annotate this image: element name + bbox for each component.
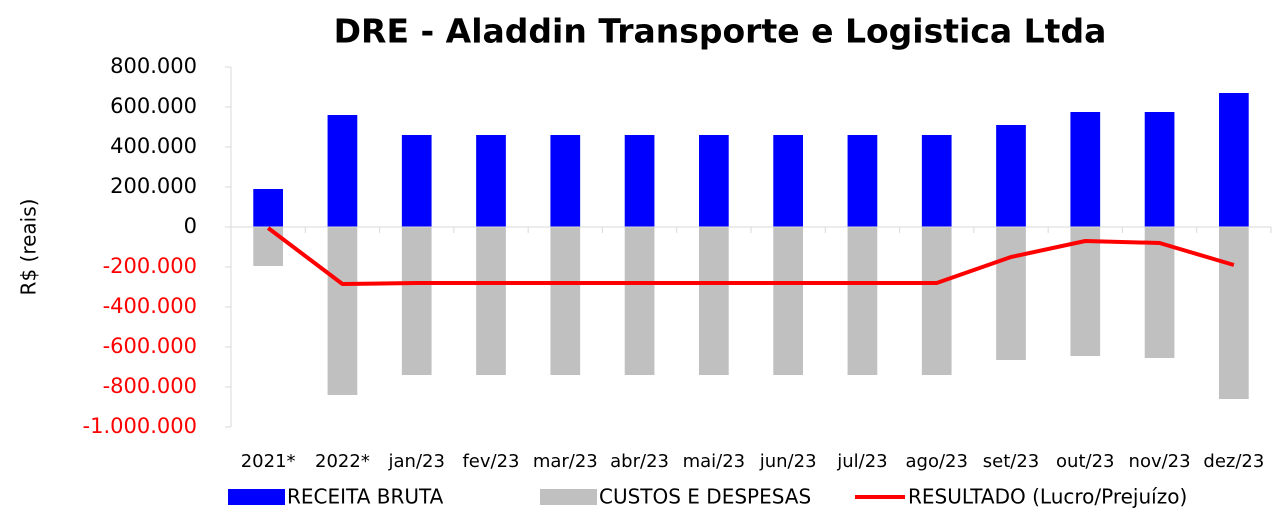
bar [476, 227, 506, 375]
x-tick-label: set/23 [983, 451, 1039, 472]
y-tick-label: 400.000 [110, 134, 197, 158]
bar [1219, 227, 1249, 399]
x-tick-label: jun/23 [759, 451, 817, 472]
legend-swatch [228, 489, 285, 505]
bar [921, 135, 952, 227]
bar [401, 227, 432, 375]
bar [1144, 227, 1175, 358]
y-tick-label: 800.000 [110, 54, 197, 78]
y-tick-label: -600.000 [103, 334, 197, 358]
bar [1144, 112, 1175, 227]
bar [1070, 227, 1101, 356]
x-tick-label: jul/23 [836, 451, 887, 472]
legend-label: RESULTADO (Lucro/Prejuízo) [908, 485, 1187, 509]
bar [847, 135, 878, 227]
bar [253, 189, 283, 227]
legend-label: RECEITA BRUTA [287, 485, 444, 509]
x-tick-label: 2022* [315, 451, 370, 472]
bar [996, 227, 1026, 360]
y-tick-label: -800.000 [103, 374, 197, 398]
x-tick-label: 2021* [241, 451, 296, 472]
x-tick-label: out/23 [1056, 451, 1114, 472]
legend-label: CUSTOS E DESPESAS [599, 485, 811, 509]
bar [327, 227, 358, 395]
bar [253, 227, 283, 266]
x-tick-label: nov/23 [1129, 451, 1191, 472]
line [266, 226, 1235, 286]
x-tick-label: ago/23 [905, 451, 967, 472]
bar [847, 227, 878, 375]
bar [996, 125, 1026, 227]
bar [773, 227, 803, 375]
y-tick-label: -1.000.000 [83, 414, 197, 438]
bar [699, 227, 729, 375]
bar [624, 135, 655, 227]
bar [550, 135, 581, 227]
bar [327, 115, 358, 227]
bar [476, 135, 506, 227]
x-tick-label: fev/23 [462, 451, 519, 472]
y-tick-label: -200.000 [103, 254, 197, 278]
bar [773, 135, 803, 227]
chart-title: DRE - Aladdin Transporte e Logistica Ltd… [334, 12, 1107, 51]
y-tick-label: 0 [184, 214, 197, 238]
bar [401, 135, 432, 227]
x-tick-label: jan/23 [388, 451, 445, 472]
x-tick-label: mai/23 [683, 451, 746, 472]
x-tick-label: abr/23 [610, 451, 669, 472]
bar [1219, 93, 1249, 227]
x-tick-label: dez/23 [1203, 451, 1264, 472]
bar [550, 227, 581, 375]
y-tick-label: 600.000 [110, 94, 197, 118]
bar [699, 135, 729, 227]
bar [921, 227, 952, 375]
bar [624, 227, 655, 375]
y-axis-label: R$ (reais) [17, 199, 41, 296]
y-tick-label: -400.000 [103, 294, 197, 318]
legend-swatch [540, 489, 597, 505]
x-tick-label: mar/23 [533, 451, 598, 472]
y-tick-label: 200.000 [110, 174, 197, 198]
bar [1070, 112, 1101, 227]
